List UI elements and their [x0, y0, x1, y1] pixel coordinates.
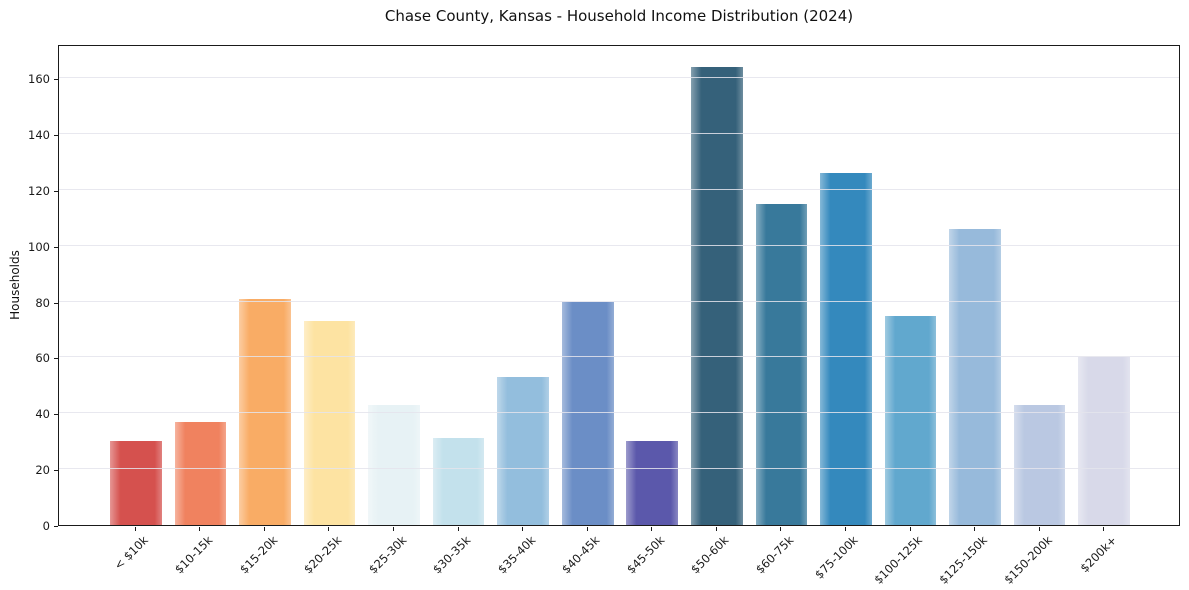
bar-60-75k: [755, 203, 808, 525]
bar-35-40k: [497, 376, 549, 525]
x-tick-label: $50-60k: [688, 533, 732, 577]
y-tick-mark: [54, 526, 58, 527]
x-tick-label: $75-100k: [812, 533, 861, 582]
y-tick-label: 140: [28, 127, 50, 142]
x-tick-label: $25-30k: [365, 533, 409, 577]
y-tick-label: 80: [35, 295, 50, 310]
y-tick-label: 20: [35, 463, 50, 478]
x-tick-mark: [199, 527, 201, 531]
y-tick-mark: [54, 358, 58, 360]
x-tick-mark: [1038, 527, 1040, 531]
bar-150-200k: [1013, 404, 1066, 525]
x-tick-mark: [844, 527, 846, 531]
x-tick-mark: [263, 527, 265, 531]
y-tick-mark: [54, 79, 58, 81]
x-tick-mark: [780, 527, 782, 531]
gridline: [59, 356, 1179, 358]
x-tick-mark: [651, 527, 653, 531]
x-tick-label: $100-125k: [871, 533, 926, 587]
y-tick-mark: [54, 302, 58, 304]
y-tick-label: 160: [28, 72, 50, 87]
gridline: [59, 300, 1179, 302]
x-tick-mark: [974, 527, 976, 531]
gridline: [59, 412, 1179, 414]
bar-50-60k: [691, 66, 743, 525]
bar-30-35k: [432, 438, 485, 525]
x-tick-mark: [457, 527, 459, 531]
x-tick-label: $15-20k: [236, 533, 280, 577]
bar-15-20k: [239, 298, 291, 525]
y-tick-mark: [54, 470, 58, 472]
x-tick-label: $150-200k: [1000, 533, 1055, 587]
bar-45-50k: [626, 441, 679, 525]
gridline: [59, 77, 1179, 79]
bar-10k: [110, 441, 162, 525]
y-tick-label: 100: [28, 239, 50, 254]
x-tick-mark: [909, 527, 911, 531]
x-tick-label: $200k+: [1076, 533, 1120, 576]
x-tick-label: < $10k: [111, 533, 151, 573]
gridline: [59, 132, 1179, 134]
bar-40-45k: [561, 301, 614, 525]
x-tick-label: $30-35k: [430, 533, 474, 577]
y-tick-label: 40: [35, 407, 50, 422]
chart-title: Chase County, Kansas - Household Income …: [384, 7, 854, 25]
x-tick-label: $40-45k: [559, 533, 603, 577]
bar-10-15k: [174, 421, 227, 525]
y-tick-mark: [54, 414, 58, 416]
gridline: [59, 188, 1179, 190]
x-tick-label: $35-40k: [494, 533, 539, 577]
x-tick-mark: [1103, 527, 1105, 531]
bar-200k+: [1078, 357, 1130, 525]
x-tick-label: $45-50k: [623, 533, 668, 577]
x-tick-mark: [393, 527, 395, 531]
x-tick-label: $125-150k: [936, 533, 990, 587]
y-tick-mark: [54, 190, 58, 192]
plot-area: [58, 45, 1180, 526]
y-tick-mark: [54, 134, 58, 136]
y-tick-label: 60: [35, 351, 50, 366]
x-tick-mark: [134, 527, 136, 531]
x-tick-mark: [586, 527, 588, 531]
y-tick-label: 0: [42, 519, 50, 533]
y-tick-label: 120: [28, 183, 50, 198]
x-tick-mark: [328, 527, 330, 531]
x-tick-label: $10-15k: [171, 533, 216, 577]
bar-25-30k: [368, 404, 420, 525]
bar-75-100k: [820, 173, 872, 525]
x-tick-label: $20-25k: [300, 533, 345, 577]
bar-100-125k: [884, 315, 937, 525]
bar-20-25k: [303, 321, 356, 525]
x-tick-mark: [715, 527, 717, 531]
gridline: [59, 244, 1179, 246]
x-tick-mark: [522, 527, 524, 531]
gridline: [59, 468, 1179, 470]
y-tick-mark: [54, 246, 58, 248]
y-axis-label: Households: [8, 250, 22, 320]
x-tick-label: $60-75k: [752, 533, 797, 577]
bar-125-150k: [949, 228, 1001, 525]
